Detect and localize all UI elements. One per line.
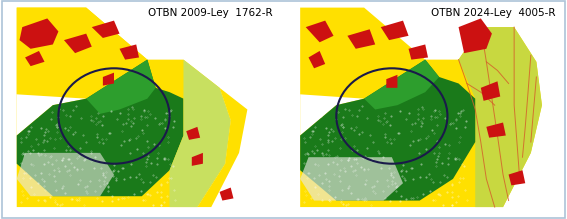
- Polygon shape: [306, 21, 333, 42]
- Polygon shape: [192, 153, 203, 166]
- Polygon shape: [300, 157, 403, 201]
- Polygon shape: [103, 73, 114, 86]
- Polygon shape: [17, 8, 147, 94]
- Polygon shape: [364, 60, 439, 110]
- Polygon shape: [120, 44, 139, 60]
- Polygon shape: [300, 60, 475, 201]
- Polygon shape: [25, 51, 45, 66]
- Polygon shape: [381, 21, 409, 40]
- Polygon shape: [348, 29, 375, 49]
- Polygon shape: [186, 127, 200, 140]
- Polygon shape: [386, 75, 397, 88]
- Polygon shape: [17, 153, 114, 196]
- Polygon shape: [409, 44, 428, 60]
- Text: OTBN 2024-Ley  4005-R: OTBN 2024-Ley 4005-R: [431, 8, 556, 18]
- Polygon shape: [308, 51, 325, 68]
- Polygon shape: [92, 21, 120, 38]
- Polygon shape: [509, 170, 525, 185]
- Polygon shape: [17, 60, 184, 196]
- Polygon shape: [86, 60, 156, 114]
- Polygon shape: [197, 88, 247, 207]
- Polygon shape: [17, 94, 86, 136]
- Polygon shape: [64, 34, 92, 53]
- Polygon shape: [300, 8, 542, 207]
- Polygon shape: [300, 94, 364, 136]
- Polygon shape: [459, 27, 542, 207]
- Polygon shape: [459, 18, 492, 53]
- Polygon shape: [170, 60, 231, 207]
- Polygon shape: [219, 187, 234, 201]
- Polygon shape: [17, 8, 231, 207]
- Text: OTBN 2009-Ley  1762-R: OTBN 2009-Ley 1762-R: [148, 8, 272, 18]
- Polygon shape: [486, 122, 506, 138]
- Polygon shape: [481, 81, 500, 101]
- Polygon shape: [19, 18, 58, 49]
